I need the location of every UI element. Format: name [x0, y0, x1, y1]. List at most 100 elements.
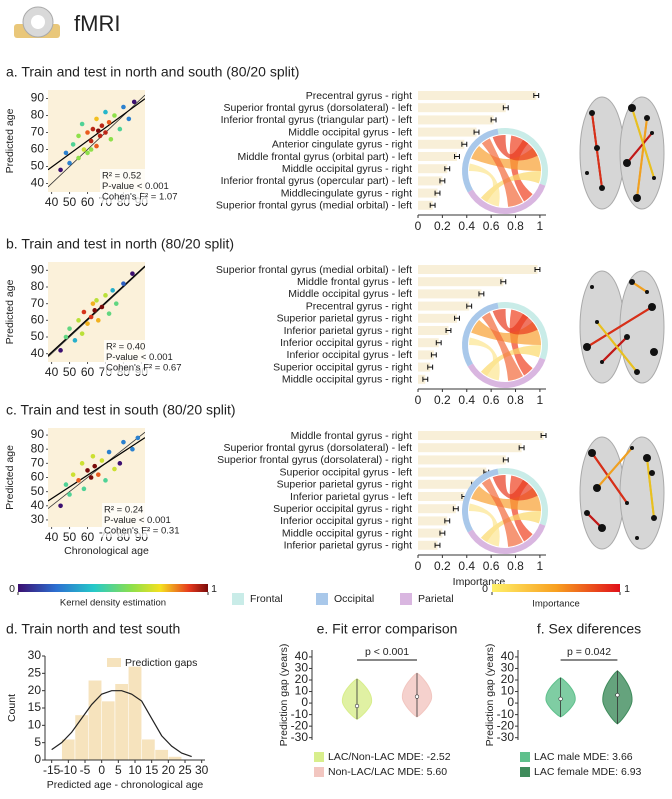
panel-title: d. Train north and test south	[6, 621, 180, 637]
x-tick-label: 40	[45, 365, 59, 379]
significance-label: p < 0.001	[365, 646, 409, 658]
data-point	[110, 288, 115, 293]
y-tick-label: 80	[31, 108, 45, 122]
chord-diagram	[462, 128, 548, 214]
histogram-bar	[128, 666, 142, 761]
node	[634, 369, 640, 375]
data-point	[81, 309, 87, 315]
median-dot	[354, 703, 360, 709]
bar	[418, 127, 477, 137]
y-axis-label: Count	[6, 694, 18, 722]
panel-title: c. Train and test in south (80/20 split)	[6, 402, 236, 418]
connection	[596, 447, 633, 489]
stats-text: Cohen's F² = 1.07	[102, 192, 177, 203]
error-bar	[478, 291, 485, 297]
bar-label: Middle occipital gyrus - right	[282, 163, 412, 175]
bar	[418, 479, 475, 489]
node	[600, 360, 604, 364]
data-point	[63, 482, 69, 487]
bar	[418, 528, 443, 538]
data-point	[99, 458, 105, 463]
bar	[418, 326, 449, 335]
brain-connectome	[579, 436, 665, 550]
error-bar	[435, 340, 442, 346]
colorbar-title: Kernel density estimation	[60, 598, 166, 609]
y-tick-label: 20	[501, 672, 515, 686]
y-tick-label: -20	[291, 718, 309, 732]
data-point	[130, 446, 135, 452]
bar-label: Superior parietal gyrus - right	[277, 479, 412, 491]
logo-bore	[31, 15, 45, 29]
data-point	[79, 331, 85, 336]
bar-label: Superior frontal gyrus (medial orbital) …	[216, 200, 412, 212]
x-tick-label: 60	[81, 195, 95, 209]
data-point	[121, 281, 126, 286]
node	[590, 285, 594, 289]
x-tick-label: 40	[45, 530, 59, 544]
legend-swatch	[107, 658, 121, 667]
data-point	[85, 468, 90, 473]
bar	[418, 152, 458, 161]
bar-label: Middle occipital gyrus - right	[282, 374, 412, 386]
x-tick-label: 5	[115, 763, 122, 777]
connection	[586, 306, 653, 348]
y-tick-label: 30	[295, 661, 309, 675]
chord-ring	[497, 128, 548, 186]
node	[589, 110, 595, 116]
chord-ring	[497, 302, 548, 360]
bar-label: Middle frontal gyrus - right	[291, 430, 412, 442]
bar-label: Middlecingulate gyrus - right	[281, 187, 412, 199]
error-bar	[439, 178, 446, 184]
chord-diagram	[462, 302, 548, 388]
error-bar	[533, 93, 540, 98]
node	[651, 515, 657, 521]
y-tick-label: -20	[497, 718, 515, 732]
data-point	[90, 453, 96, 459]
y-tick-label: -30	[497, 730, 515, 744]
error-bar	[452, 506, 459, 512]
node	[630, 446, 634, 450]
bar-label: Inferior parietal gyrus - right	[284, 540, 412, 552]
importance-colorbar	[492, 584, 620, 592]
y-tick-label: 40	[31, 176, 45, 190]
data-point	[130, 271, 135, 276]
bar-label: Inferior parietal gyrus - left	[290, 491, 412, 503]
chord-ring	[467, 357, 546, 388]
node	[650, 131, 654, 135]
error-bar	[434, 190, 441, 196]
x-tick-label: 25	[178, 763, 192, 777]
x-tick-label: 50	[63, 530, 77, 544]
colorbar-title: Importance	[532, 599, 580, 610]
histogram-bar	[101, 700, 116, 761]
identity-line	[48, 431, 145, 509]
bar-label: Inferior parietal gyrus - right	[284, 325, 412, 337]
y-tick-label: 40	[295, 649, 309, 663]
x-tick-label: 20	[162, 763, 176, 777]
y-tick-label: -10	[497, 707, 515, 721]
legend-swatch	[314, 752, 324, 762]
connection	[596, 321, 638, 373]
colorbar-tick-label: 1	[624, 583, 630, 595]
panel-title: a. Train and test in north and south (80…	[6, 64, 299, 80]
data-point	[76, 155, 81, 161]
stats-text: P-value < 0.001	[104, 515, 171, 526]
error-bar	[454, 154, 460, 159]
data-point	[94, 143, 99, 149]
node	[625, 501, 629, 505]
chord-ring	[497, 468, 548, 526]
x-tick-label: 1	[537, 393, 544, 407]
data-point	[112, 466, 117, 472]
y-tick-label: 20	[295, 672, 309, 686]
plot-area	[48, 94, 145, 188]
panel-title: b. Train and test in north (80/20 split)	[6, 236, 234, 252]
error-bar	[444, 518, 451, 524]
histogram-bar	[141, 738, 156, 761]
x-tick-label: 0.6	[483, 559, 500, 573]
bar-label: Superior frontal gyrus (medial orbital) …	[216, 264, 412, 276]
colorbar-tick-label: 1	[211, 583, 217, 595]
x-tick-label: -15	[43, 763, 61, 777]
x-tick-label: 1	[537, 559, 544, 573]
data-point	[99, 304, 105, 310]
bar	[418, 516, 448, 526]
stats-box	[104, 340, 186, 374]
